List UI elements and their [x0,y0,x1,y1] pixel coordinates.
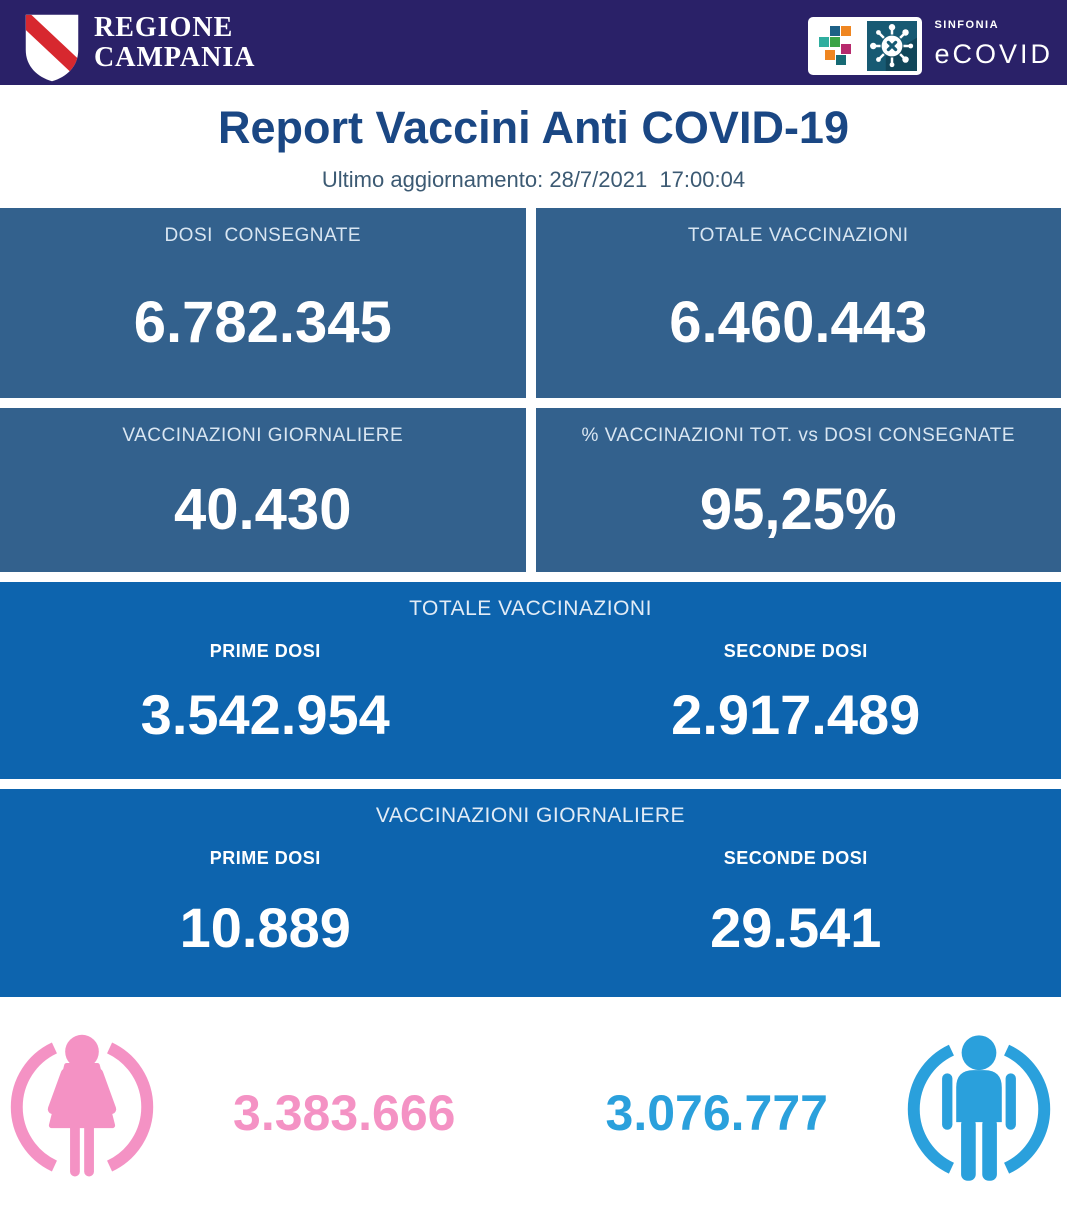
prime-dosi-value: 10.889 [179,895,351,959]
kpi-label: TOTALE VACCINAZIONI [687,225,909,246]
regione-campania-logo: REGIONE CAMPANIA [24,0,255,85]
kpi-label: % VACCINAZIONI TOT. vs DOSI CONSEGNATE [581,425,1016,446]
seconde-dosi-col: SECONDE DOSI 2.917.489 [531,621,1062,779]
female-icon [10,1034,154,1176]
ecovid-virus-icon [867,20,918,71]
prime-dosi-value: 3.542.954 [140,683,390,746]
kpi-card-vaccinazioni-giornaliere: VACCINAZIONI GIORNALIERE 40.430 [0,408,526,572]
prime-dosi-col: PRIME DOSI 10.889 [0,828,531,997]
brand-line2: CAMPANIA [94,41,256,73]
gender-row: 3.383.666 3.076.777 [0,1033,1067,1193]
kpi-value: 95,25% [699,477,897,542]
kpi-grid: DOSI CONSEGNATE 6.782.345 TOTALE VACCINA… [0,208,1061,572]
kpi-value: 6.460.443 [669,290,928,355]
ecovid-label: eCOVID [934,38,1053,69]
sinfonia-label: SINFONIA [934,18,1000,31]
seconde-dosi-value: 2.917.489 [671,683,921,746]
dashboard-content: DOSI CONSEGNATE 6.782.345 TOTALE VACCINA… [0,208,1067,997]
seconde-dosi-col: SECONDE DOSI 29.541 [531,828,1062,997]
kpi-card-percentuale: % VACCINAZIONI TOT. vs DOSI CONSEGNATE 9… [535,408,1061,572]
header-logos: SINFONIA eCOVID [808,11,1053,75]
seconde-dosi-label: SECONDE DOSI [723,641,868,661]
kpi-card-dosi-consegnate: DOSI CONSEGNATE 6.782.345 [0,208,526,398]
brand-text: REGIONE CAMPANIA [94,13,255,71]
box-title: TOTALE VACCINAZIONI [409,597,652,620]
male-icon [907,1034,1051,1181]
page-title: Report Vaccini Anti COVID-19 [218,102,849,153]
female-count: 3.383.666 [233,1085,456,1141]
box-title: VACCINAZIONI GIORNALIERE [375,804,686,827]
male-count: 3.076.777 [605,1085,828,1141]
seconde-dosi-value: 29.541 [710,895,882,959]
kpi-value: 6.782.345 [133,290,392,355]
totale-vaccinazioni-box: TOTALE VACCINAZIONI PRIME DOSI 3.542.954… [0,582,1061,779]
kpi-value: 40.430 [174,477,352,542]
vaccinazioni-giornaliere-box: VACCINAZIONI GIORNALIERE PRIME DOSI 10.8… [0,789,1061,997]
prime-dosi-label: PRIME DOSI [209,848,321,868]
last-update-text: Ultimo aggiornamento: 28/7/2021 17:00:04 [321,167,746,192]
kpi-label: VACCINAZIONI GIORNALIERE [122,425,404,446]
logo-box [808,16,923,75]
sinfonia-logo-icon [819,25,852,65]
kpi-label: DOSI CONSEGNATE [164,225,362,246]
header-bar: REGIONE CAMPANIA [0,0,1067,85]
kpi-card-totale-vaccinazioni: TOTALE VACCINAZIONI 6.460.443 [535,208,1061,398]
seconde-dosi-label: SECONDE DOSI [723,848,868,868]
ecovid-wordmark: SINFONIA eCOVID [934,17,1053,70]
campania-shield-icon [25,14,79,81]
brand-line1: REGIONE [94,12,234,44]
prime-dosi-col: PRIME DOSI 3.542.954 [0,621,531,779]
prime-dosi-label: PRIME DOSI [209,641,321,661]
